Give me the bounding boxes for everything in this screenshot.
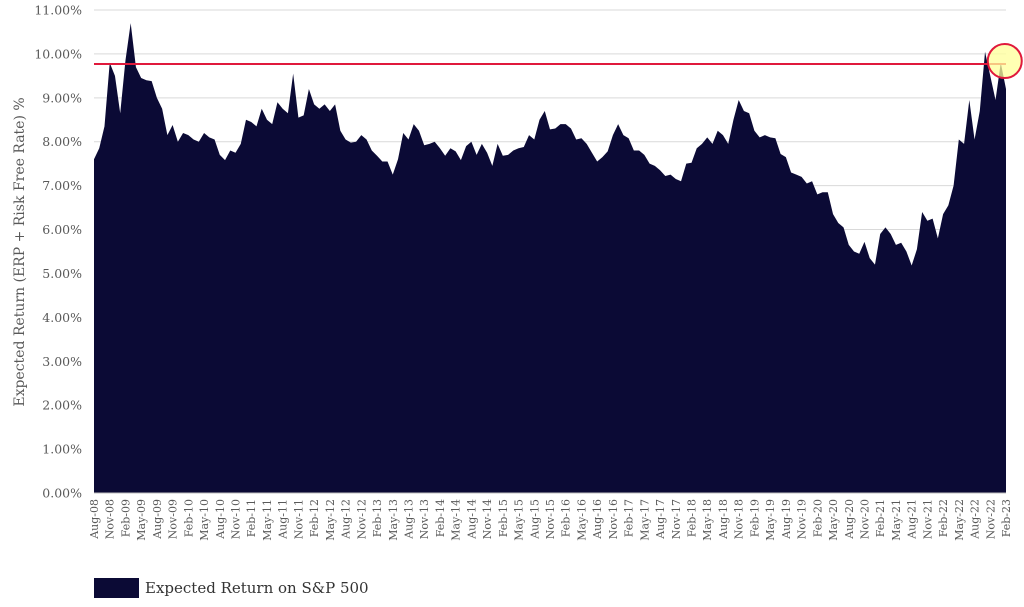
legend-swatch: [94, 578, 139, 598]
x-tick-label: Feb-09: [119, 499, 132, 537]
x-tick-label: Aug-16: [591, 499, 604, 540]
x-tick-label: Aug-11: [277, 499, 290, 540]
x-tick-label: May-16: [575, 499, 588, 541]
x-tick-label: Feb-12: [308, 499, 321, 537]
x-tick-label: May-11: [261, 499, 274, 541]
x-tick-label: Feb-10: [182, 499, 195, 537]
x-tick-label: Aug-08: [88, 499, 101, 540]
x-tick-label: Feb-23: [1000, 499, 1013, 537]
y-tick-label: 9.00%: [42, 90, 82, 105]
x-tick-label: May-20: [827, 499, 840, 541]
x-tick-label: Feb-17: [623, 499, 636, 537]
x-tick-label: Nov-22: [984, 499, 997, 539]
y-tick-label: 7.00%: [42, 178, 82, 193]
x-tick-label: Nov-10: [230, 499, 243, 539]
highlight-circle: [986, 43, 1023, 80]
x-tick-label: Aug-15: [528, 499, 541, 540]
x-tick-label: Nov-08: [104, 499, 117, 539]
legend: Expected Return on S&P 500: [94, 578, 369, 598]
x-tick-label: Feb-19: [748, 499, 761, 537]
x-tick-label: Feb-22: [937, 499, 950, 537]
x-tick-label: Aug-14: [465, 499, 478, 540]
x-tick-label: May-19: [764, 499, 777, 541]
x-tick-label: May-15: [513, 499, 526, 541]
x-tick-label: May-10: [198, 499, 211, 541]
x-tick-label: May-12: [324, 499, 337, 541]
x-tick-label: May-17: [638, 499, 651, 541]
x-tick-label: Aug-19: [780, 499, 793, 540]
y-axis-label: Expected Return (ERP + Risk Free Rate) %: [12, 97, 28, 406]
x-tick-label: Feb-16: [560, 499, 573, 537]
y-tick-label: 0.00%: [42, 486, 82, 501]
x-tick-label: Nov-13: [418, 499, 431, 539]
x-tick-label: May-14: [450, 499, 463, 541]
series-area-expected-return: [94, 23, 1006, 493]
x-tick-label: Nov-11: [292, 499, 305, 539]
x-tick-label: May-22: [953, 499, 966, 541]
y-tick-label: 1.00%: [42, 442, 82, 457]
x-tick-label: May-13: [387, 499, 400, 541]
x-tick-label: Nov-15: [544, 499, 557, 539]
x-tick-label: May-18: [701, 499, 714, 541]
x-tick-label: Aug-22: [969, 499, 982, 540]
x-tick-label: Feb-13: [371, 499, 384, 537]
y-tick-label: 10.00%: [34, 46, 82, 61]
y-tick-label: 6.00%: [42, 222, 82, 237]
x-tick-label: Nov-17: [670, 499, 683, 539]
x-tick-label: Nov-14: [481, 499, 494, 539]
x-axis-tick-labels: Aug-08 Nov-08 Feb-09 May-09 Aug-09 Nov-09 Feb-…: [88, 499, 1013, 541]
x-tick-label: Nov-21: [921, 499, 934, 539]
x-tick-label: Nov-19: [796, 499, 809, 539]
x-tick-label: Feb-14: [434, 499, 447, 537]
x-tick-label: Aug-13: [403, 499, 416, 540]
x-tick-label: Aug-20: [843, 499, 856, 540]
x-tick-label: Aug-10: [214, 499, 227, 540]
x-tick-label: Aug-12: [340, 499, 353, 540]
legend-label: Expected Return on S&P 500: [145, 579, 369, 597]
x-tick-label: Feb-18: [686, 499, 699, 537]
x-tick-label: Aug-21: [906, 499, 919, 540]
x-tick-label: Aug-18: [717, 499, 730, 540]
y-tick-label: 8.00%: [42, 134, 82, 149]
x-tick-label: Nov-16: [607, 499, 620, 539]
x-tick-label: Nov-20: [859, 499, 872, 539]
x-tick-label: May-09: [135, 499, 148, 541]
y-axis-tick-labels: 0.00% 1.00% 2.00% 3.00% 4.00% 5.00% 6.00% 7.00%…: [34, 3, 82, 501]
x-tick-label: Nov-18: [733, 499, 746, 539]
y-tick-label: 3.00%: [42, 354, 82, 369]
x-tick-label: Nov-12: [355, 499, 368, 539]
x-tick-label: Feb-11: [245, 499, 258, 537]
x-tick-label: Nov-09: [167, 499, 180, 539]
x-tick-label: Aug-09: [151, 499, 164, 540]
y-tick-label: 11.00%: [34, 3, 82, 18]
x-tick-label: Aug-17: [654, 499, 667, 540]
y-tick-label: 5.00%: [42, 266, 82, 281]
y-tick-label: 4.00%: [42, 310, 82, 325]
x-tick-label: Feb-20: [811, 499, 824, 537]
x-tick-label: Feb-15: [497, 499, 510, 537]
y-tick-label: 2.00%: [42, 398, 82, 413]
x-tick-label: May-21: [890, 499, 903, 541]
x-tick-label: Feb-21: [874, 499, 887, 537]
